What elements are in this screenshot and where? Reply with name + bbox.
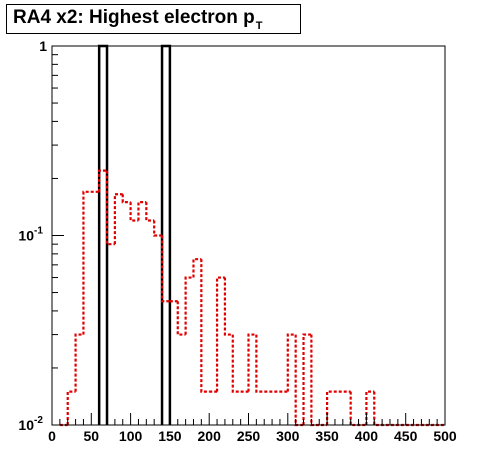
x-tick-label: 100 xyxy=(119,428,143,444)
y-tick-label-exp: -2 xyxy=(34,415,43,426)
bin-mark xyxy=(286,333,296,392)
x-tick-label: 400 xyxy=(355,428,379,444)
series-1 xyxy=(59,169,445,427)
bin-mark xyxy=(113,193,123,245)
bin-mark xyxy=(215,276,225,392)
bin-mark xyxy=(255,334,288,393)
bin-mark xyxy=(98,169,108,192)
y-tick-label: 10 -1 xyxy=(18,226,43,244)
y-tick-label: 10 -2 xyxy=(18,415,43,433)
x-tick-label: 300 xyxy=(276,428,300,444)
y-tick-label-exp: -1 xyxy=(34,226,43,237)
x-tick-label: 350 xyxy=(315,428,339,444)
x-tick-label: 50 xyxy=(84,428,100,444)
bin-mark xyxy=(145,202,155,222)
bin-mark xyxy=(160,44,172,425)
y-tick-label-base: 1 xyxy=(39,38,47,54)
bin-mark xyxy=(153,220,163,237)
bin-mark xyxy=(184,276,194,335)
bin-mark xyxy=(247,333,257,392)
x-tick-label: 500 xyxy=(433,428,457,444)
x-tick-label: 150 xyxy=(158,428,182,444)
bin-mark xyxy=(137,201,147,221)
y-tick-label: 1 xyxy=(39,38,47,54)
bin-mark xyxy=(302,333,312,425)
bin-mark xyxy=(66,390,76,425)
bin-mark xyxy=(326,390,351,425)
bin-mark xyxy=(200,259,210,393)
bin-mark xyxy=(294,334,304,427)
bin-mark xyxy=(192,258,202,278)
x-tick-label: 250 xyxy=(237,428,261,444)
plot-frame xyxy=(51,45,446,426)
bin-mark xyxy=(129,202,139,222)
chart-title: RA4 x2: Highest electron pT xyxy=(13,7,263,32)
bin-mark xyxy=(349,391,367,427)
bin-mark xyxy=(176,301,186,336)
bin-mark xyxy=(310,334,328,427)
bin-mark xyxy=(223,277,233,336)
bin-mark xyxy=(82,190,100,335)
bin-mark xyxy=(160,235,170,303)
chart-title-subscript: T xyxy=(255,20,263,32)
series-layer xyxy=(59,44,445,427)
chart-title-main: RA4 x2: Highest electron p xyxy=(13,7,255,28)
title-box: RA4 x2: Highest electron pT xyxy=(6,4,301,34)
x-tick-label: 200 xyxy=(198,428,222,444)
bin-mark xyxy=(365,390,375,425)
y-tick-label-base: 10 xyxy=(18,417,34,433)
bin-mark xyxy=(97,44,109,425)
bin-mark xyxy=(74,333,84,392)
x-tick-label: 450 xyxy=(394,428,418,444)
bin-mark xyxy=(121,194,131,204)
bin-mark xyxy=(373,391,445,427)
x-tick-label: 0 xyxy=(48,428,56,444)
bin-mark xyxy=(231,334,241,393)
y-tick-label-base: 10 xyxy=(18,228,34,244)
